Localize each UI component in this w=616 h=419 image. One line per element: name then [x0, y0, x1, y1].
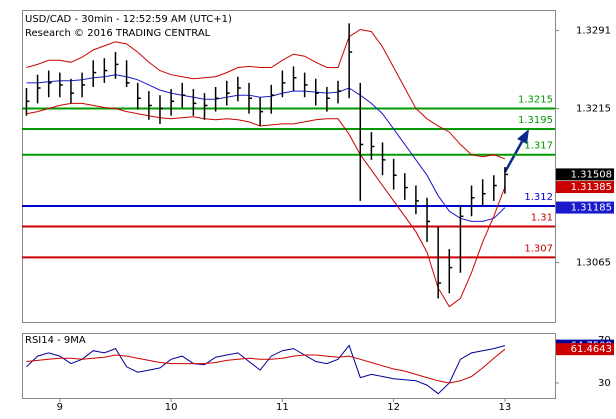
- x-tick-label: 12: [387, 402, 400, 413]
- value-tag: [556, 201, 614, 214]
- rsi-frame: [22, 333, 556, 399]
- y-tick-label: 1.3215: [576, 104, 611, 115]
- band-line: [26, 28, 506, 160]
- level-label: 1.31: [531, 213, 553, 224]
- chart-title: USD/CAD - 30min - 12:52:59 AM (UTC+1): [25, 14, 232, 25]
- value-tag: [556, 343, 614, 356]
- level-label: 1.3195: [518, 115, 553, 126]
- x-tick-label: 10: [165, 402, 178, 413]
- chart-subtitle: Research © 2016 TRADING CENTRAL: [25, 28, 211, 39]
- level-label: 1.312: [524, 192, 553, 203]
- price-frame: [22, 10, 556, 323]
- value-tag: [556, 181, 614, 194]
- level-label: 1.317: [524, 141, 553, 152]
- y-tick-label: 30: [598, 378, 611, 389]
- y-tick-label: 1.3065: [576, 257, 611, 268]
- value-tag-label: 1.31385: [571, 182, 612, 193]
- rsi-title: RSI14 - 9MA: [25, 335, 86, 346]
- x-tick-label: 11: [276, 402, 289, 413]
- level-label: 1.307: [524, 243, 553, 254]
- x-tick-label: 9: [57, 402, 63, 413]
- value-tag-label: 1.31508: [571, 169, 612, 180]
- value-tag-label: 61.4643: [571, 344, 612, 355]
- x-tick-label: 13: [499, 402, 512, 413]
- level-label: 1.3215: [518, 95, 553, 106]
- series-line: [26, 348, 506, 384]
- band-line: [26, 102, 506, 308]
- value-tag-label: 1.31185: [571, 203, 612, 214]
- series-line: [26, 344, 506, 395]
- y-tick-label: 1.3291: [576, 26, 611, 37]
- value-tag: [556, 168, 614, 181]
- band-line: [26, 74, 506, 222]
